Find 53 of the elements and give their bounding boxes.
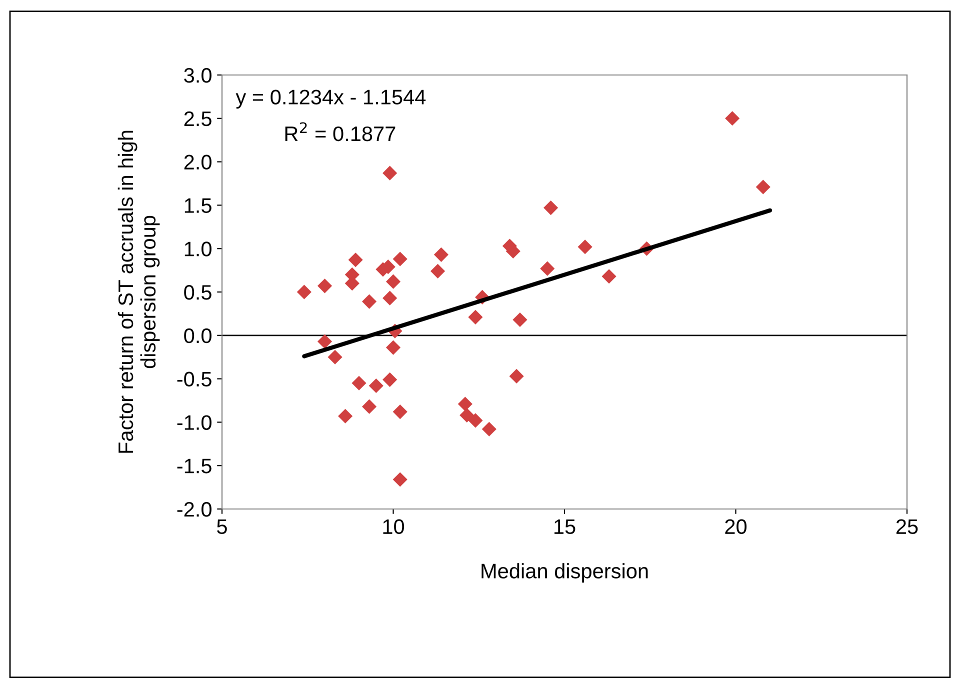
point	[392, 472, 408, 487]
y-tick-label: 3.0	[184, 68, 212, 83]
point	[430, 264, 446, 278]
point	[540, 261, 555, 276]
point	[602, 269, 616, 284]
point	[578, 240, 592, 254]
point	[458, 396, 472, 412]
point	[460, 408, 474, 423]
point	[386, 274, 401, 289]
annotation: y = 0.1234x - 1.1544	[236, 90, 426, 109]
x-tick-label: 5	[217, 519, 227, 534]
point	[725, 111, 740, 126]
y-tick-label: 0.0	[184, 328, 212, 344]
point	[352, 376, 366, 390]
x-tick-label: 10	[383, 519, 404, 534]
x-tick-label: 20	[725, 519, 747, 534]
y-tick-label: -1.0	[177, 415, 212, 430]
y-tick-label: 2.0	[184, 154, 212, 170]
point	[348, 252, 363, 268]
y-tick-label: -2.0	[177, 502, 212, 517]
point	[328, 350, 342, 364]
point	[509, 368, 524, 384]
point	[544, 200, 558, 216]
point	[512, 312, 528, 328]
point	[362, 294, 377, 309]
point	[382, 290, 398, 306]
point	[468, 413, 483, 428]
y-tick-label: -0.5	[177, 372, 212, 387]
y-tick-label: 2.5	[184, 111, 212, 126]
x-tick-label: 15	[554, 519, 576, 534]
point	[482, 422, 496, 436]
y-axis-title: Factor return of ST accruals in high dispersion group	[118, 130, 160, 453]
point	[368, 378, 384, 394]
point	[468, 310, 483, 324]
point	[386, 340, 401, 355]
y-tick-label: -1.5	[177, 458, 212, 474]
point	[392, 252, 408, 266]
y-tick-label: 0.5	[184, 285, 212, 300]
annotation: R$^{2}$ = 0.1877	[285, 122, 396, 142]
x-tick-label: 25	[896, 519, 918, 534]
point	[756, 180, 770, 194]
point	[317, 278, 332, 294]
point	[362, 399, 377, 414]
point	[392, 404, 408, 420]
x-axis-title: Median dispersion	[482, 563, 648, 583]
point	[338, 408, 353, 424]
point	[382, 166, 398, 180]
point	[317, 334, 332, 349]
point	[434, 247, 448, 262]
point	[296, 284, 312, 300]
y-tick-label: 1.5	[184, 198, 212, 213]
y-tick-label: 1.0	[184, 242, 212, 256]
point	[382, 372, 398, 387]
